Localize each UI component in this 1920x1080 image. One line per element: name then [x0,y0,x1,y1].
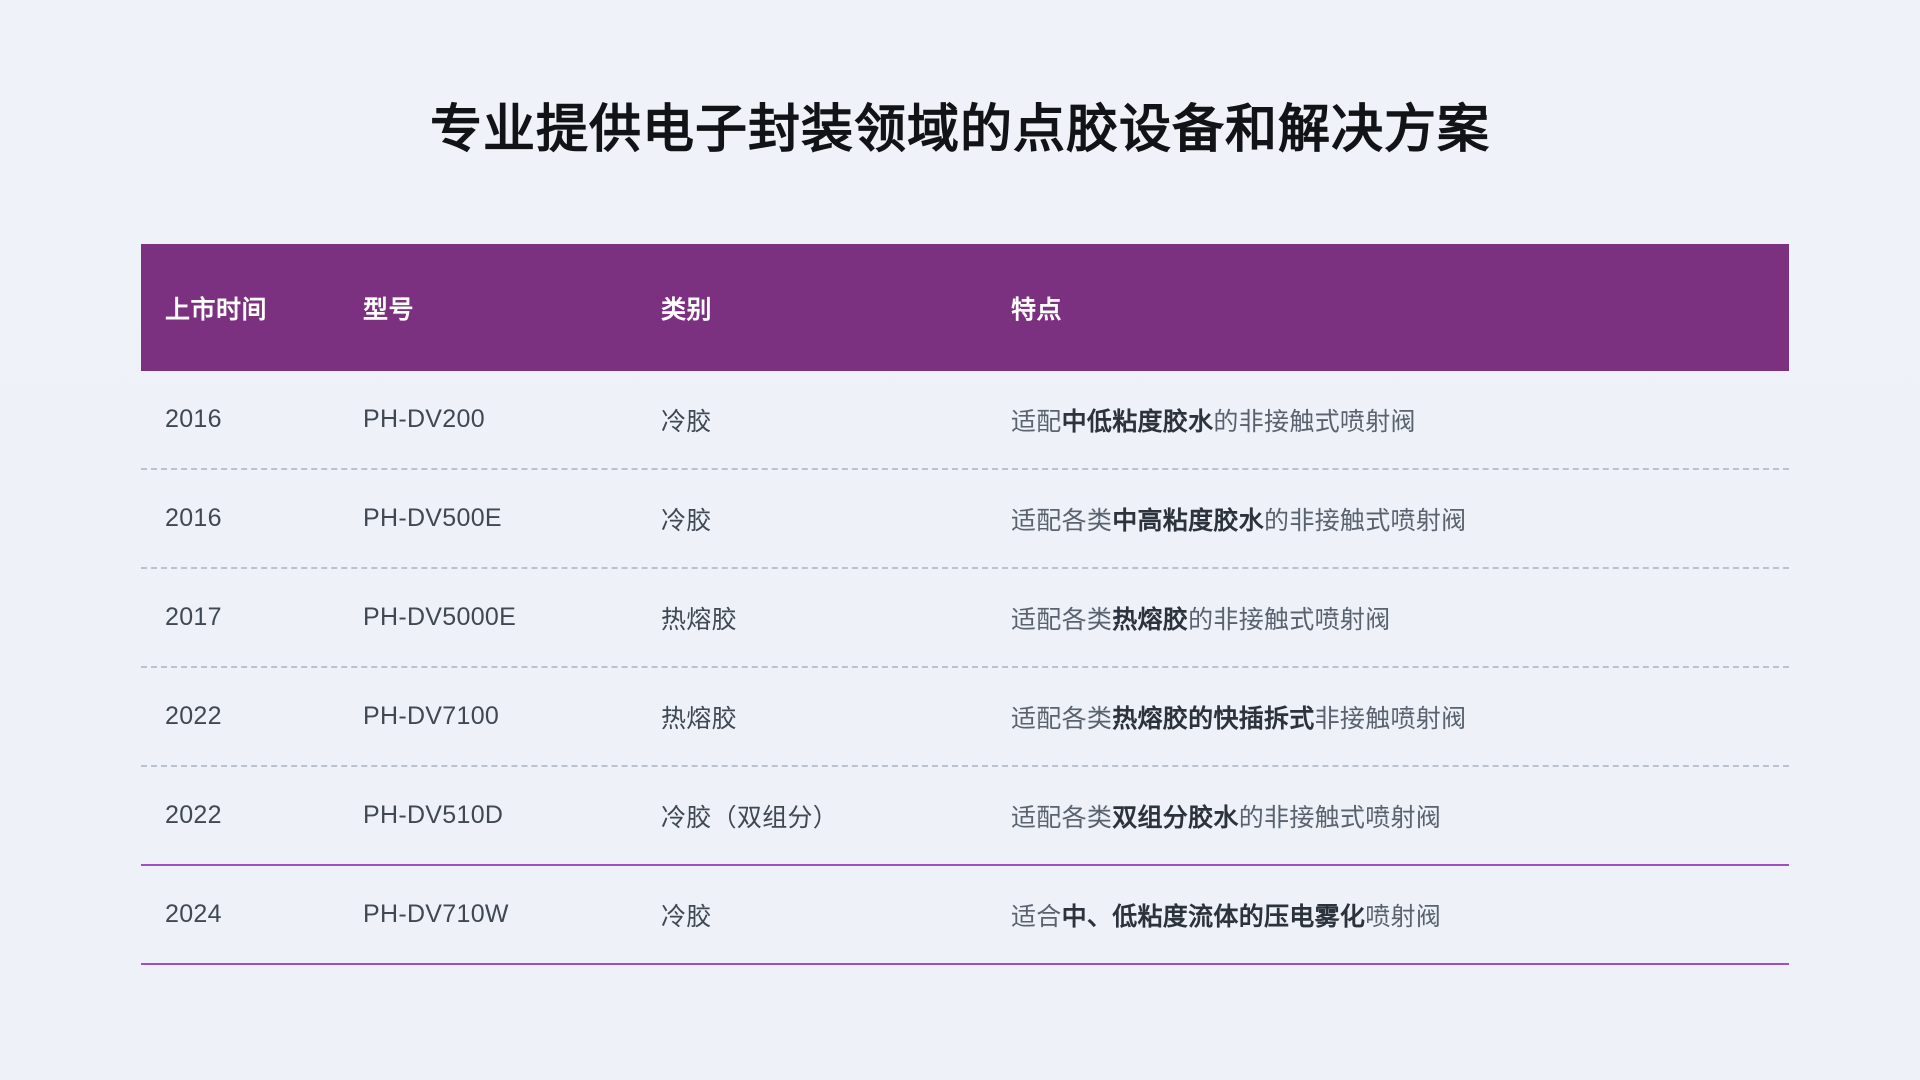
row-separator [141,963,1789,965]
cell-model: PH-DV200 [363,405,485,433]
page-title: 专业提供电子封装领域的点胶设备和解决方案 [429,101,1490,159]
cell-year: 2024 [165,900,222,928]
cell-category: 冷胶 [661,902,712,931]
cell-year: 2017 [165,603,222,631]
cell-year: 2016 [165,504,222,532]
cell-model: PH-DV5000E [363,603,517,631]
row-separator [141,666,1789,668]
column-header-year: 上市时间 [165,295,268,324]
cell-category: 冷胶 [661,407,712,436]
cell-model: PH-DV510D [363,801,504,829]
table-row[interactable]: 2022 PH-DV7100 热熔胶 适配各类热熔胶的快插拆式非接触喷射阀 [141,668,1789,765]
cell-feature: 适配各类热熔胶的快插拆式非接触喷射阀 [1011,704,1467,733]
cell-year: 2022 [165,801,222,829]
row-separator [141,765,1789,767]
column-header-category: 类别 [661,295,713,324]
cell-feature: 适配中低粘度胶水的非接触式喷射阀 [1011,407,1416,436]
table-row[interactable]: 2016 PH-DV200 冷胶 适配中低粘度胶水的非接触式喷射阀 [141,371,1789,468]
table-row[interactable]: 2016 PH-DV500E 冷胶 适配各类中高粘度胶水的非接触式喷射阀 [141,470,1789,567]
table-header-row: 上市时间 型号 类别 特点 [141,244,1789,371]
row-separator [141,864,1789,866]
cell-feature: 适配各类热熔胶的非接触式喷射阀 [1011,605,1391,634]
table-body: 2016 PH-DV200 冷胶 适配中低粘度胶水的非接触式喷射阀 2016 PH-DV5… [141,371,1789,965]
cell-category: 热熔胶 [661,605,737,634]
cell-feature: 适配各类中高粘度胶水的非接触式喷射阀 [1011,506,1467,535]
cell-category: 热熔胶 [661,704,737,733]
cell-model: PH-DV500E [363,504,502,532]
cell-year: 2022 [165,702,222,730]
cell-category: 冷胶（双组分） [661,803,839,832]
table-row[interactable]: 2022 PH-DV510D 冷胶（双组分） 适配各类双组分胶水的非接触式喷射阀 [141,767,1789,864]
cell-model: PH-DV7100 [363,702,500,730]
table-row[interactable]: 2024 PH-DV710W 冷胶 适合中、低粘度流体的压电雾化喷射阀 [141,866,1789,963]
cell-year: 2016 [165,405,222,433]
column-header-feature: 特点 [1011,295,1063,324]
row-separator [141,468,1789,470]
row-separator [141,567,1789,569]
table-row[interactable]: 2017 PH-DV5000E 热熔胶 适配各类热熔胶的非接触式喷射阀 [141,569,1789,666]
column-header-model: 型号 [363,295,415,324]
cell-category: 冷胶 [661,506,712,535]
cell-feature: 适配各类双组分胶水的非接触式喷射阀 [1011,803,1442,832]
cell-feature: 适合中、低粘度流体的压电雾化喷射阀 [1011,902,1442,931]
cell-model: PH-DV710W [363,900,509,928]
product-table: 上市时间 型号 类别 特点 2016 PH-DV200 冷胶 适配中低粘度胶水的非接触… [141,244,1789,965]
